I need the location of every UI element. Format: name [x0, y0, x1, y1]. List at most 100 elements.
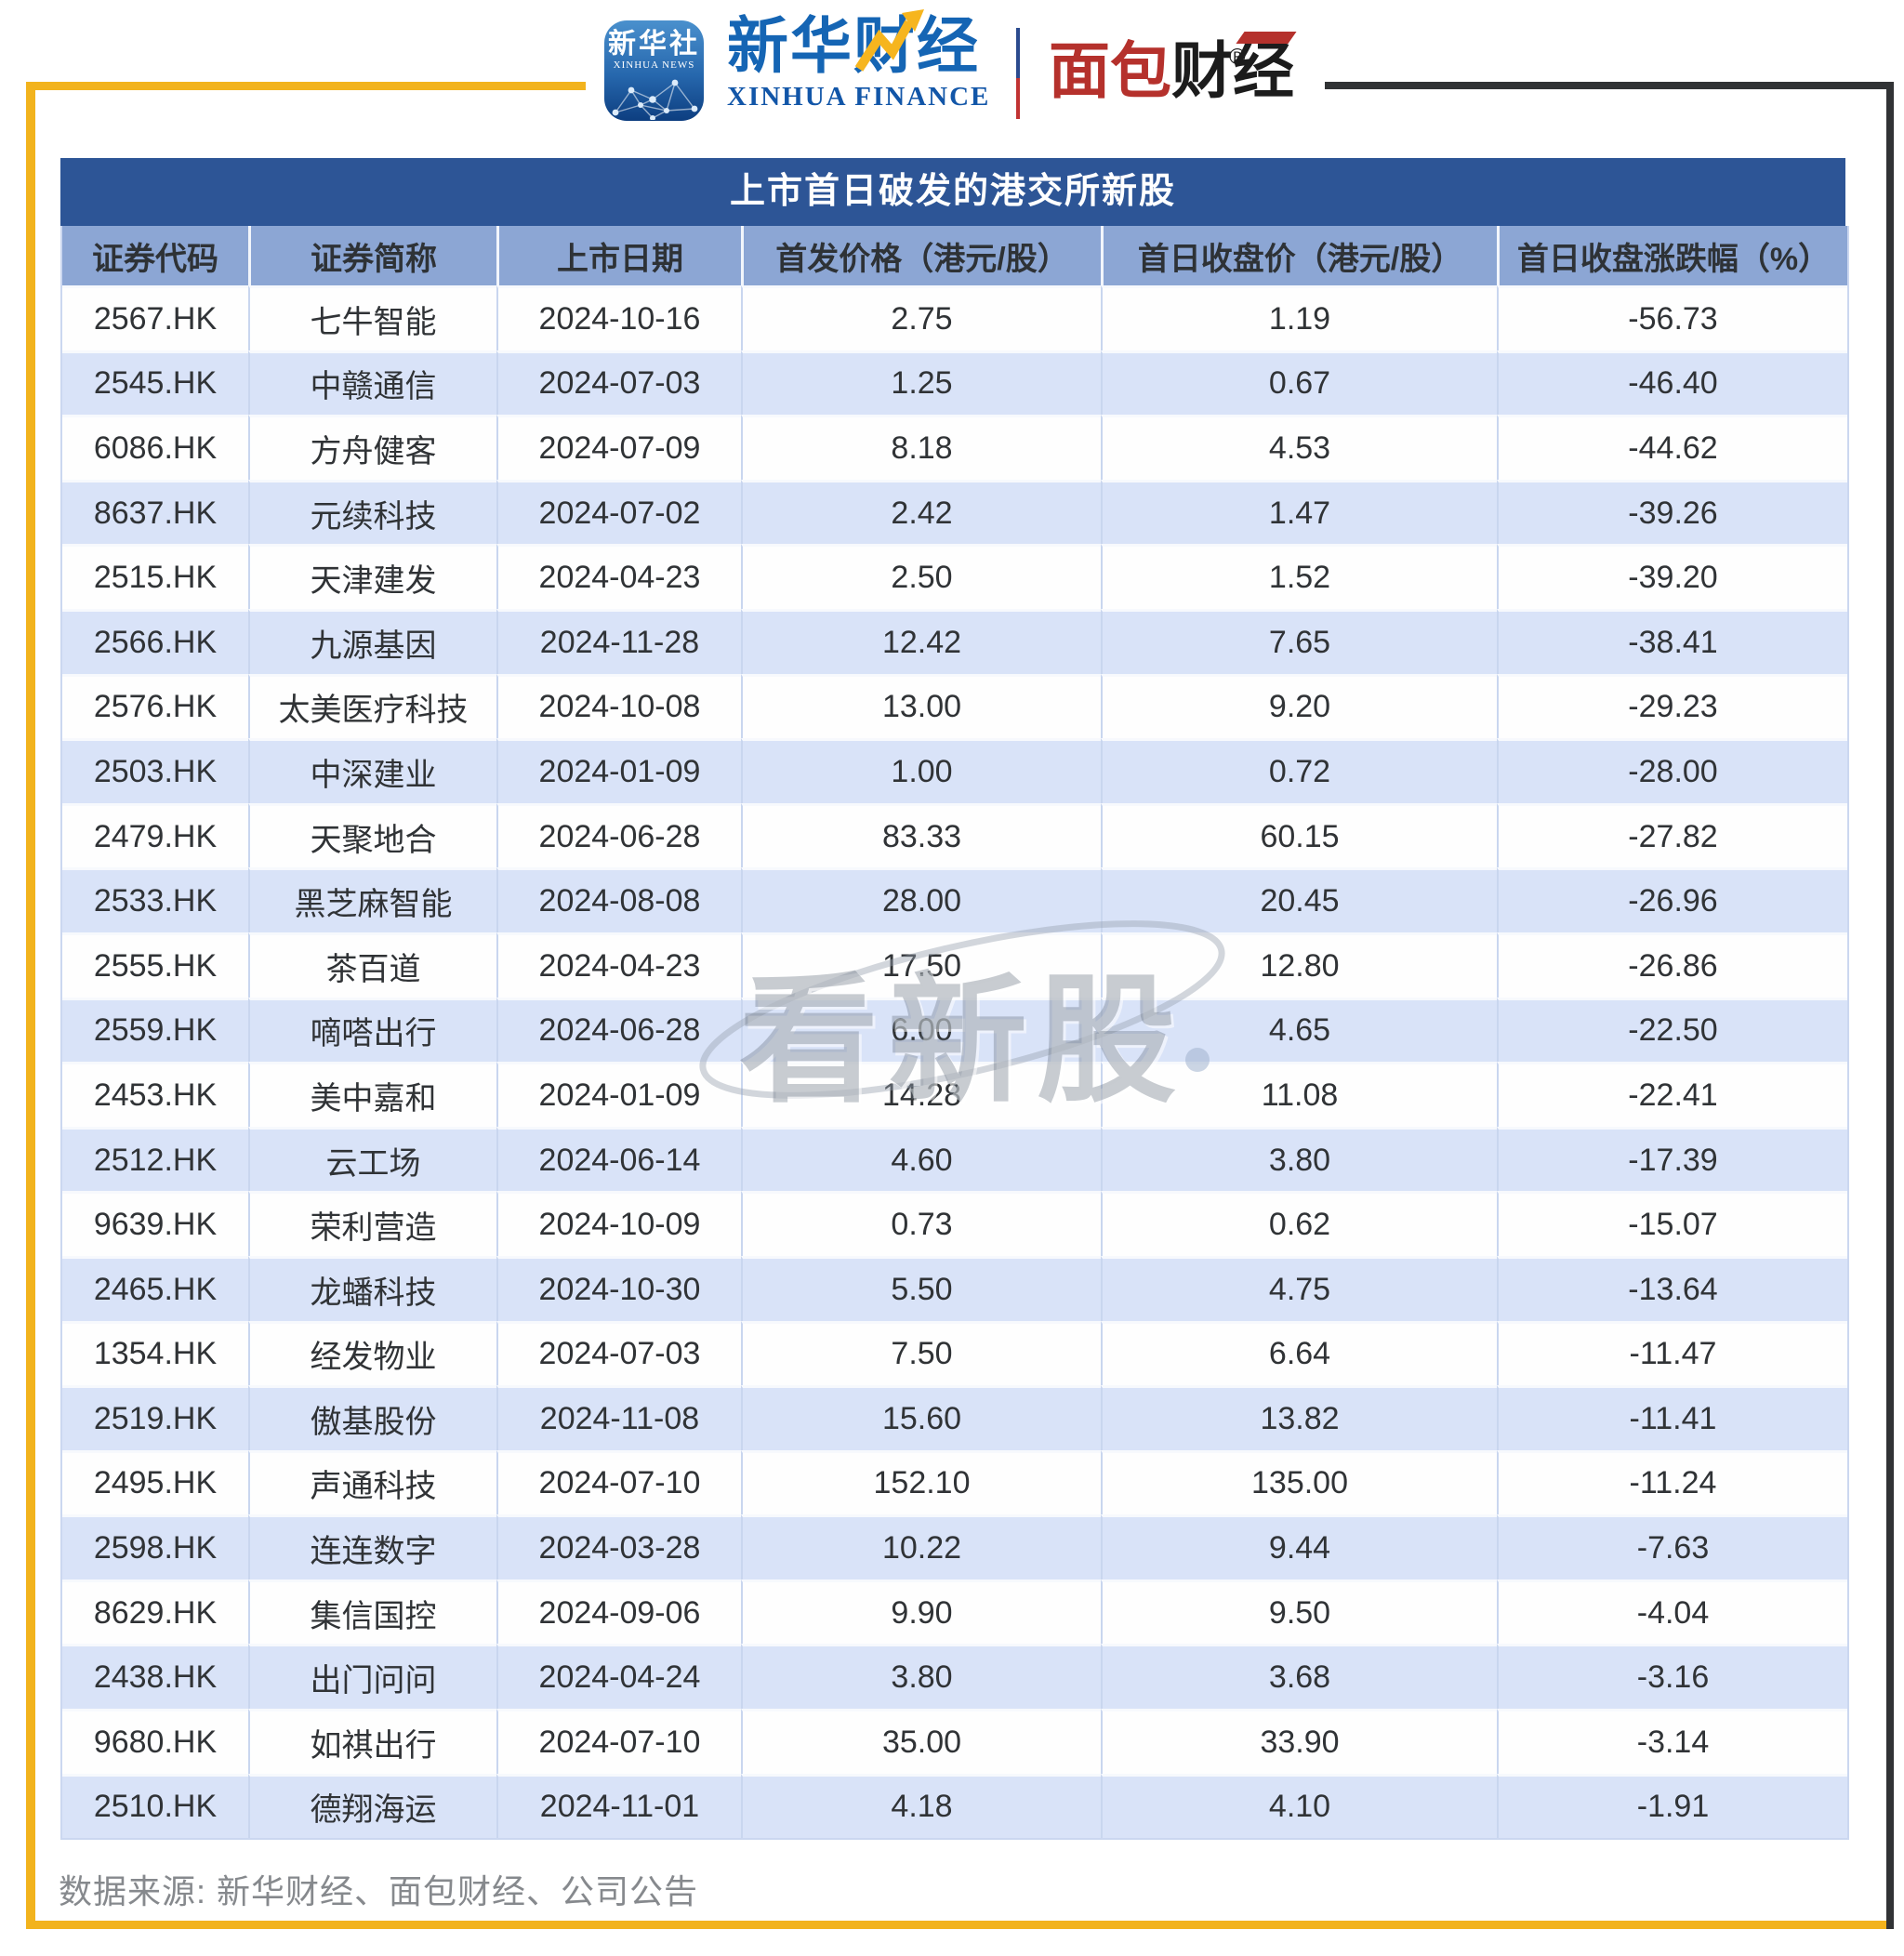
cell-change: -26.86	[1497, 932, 1847, 998]
cell-close-price: 60.15	[1101, 802, 1497, 868]
column-header: 首日收盘涨跌幅（%）	[1497, 226, 1847, 285]
cell-ipo-price: 1.25	[741, 350, 1101, 416]
frame-top-right-line	[1325, 82, 1894, 89]
table-row: 2515.HK 天津建发 2024-04-23 2.50 1.52 -39.20	[62, 544, 1847, 609]
cell-date: 2024-07-03	[496, 1320, 741, 1386]
table-row: 2519.HK 傲基股份 2024-11-08 15.60 13.82 -11.41	[62, 1385, 1847, 1450]
cell-code: 8629.HK	[62, 1579, 248, 1645]
cell-ipo-price: 12.42	[741, 608, 1101, 674]
cell-code: 2453.HK	[62, 1062, 248, 1127]
table-row: 6086.HK 方舟健客 2024-07-09 8.18 4.53 -44.62	[62, 415, 1847, 480]
cell-ipo-price: 2.75	[741, 285, 1101, 350]
cell-ipo-price: 5.50	[741, 1255, 1101, 1321]
xinhua-finance-en-text: XINHUA FINANCE	[727, 82, 991, 112]
cell-change: -46.40	[1497, 350, 1847, 416]
table-header-row: 证券代码 证券简称 上市日期 首发价格（港元/股） 首日收盘价（港元/股） 首日收盘涨跌幅…	[62, 226, 1847, 285]
cell-change: -44.62	[1497, 415, 1847, 480]
column-header: 首日收盘价（港元/股）	[1101, 226, 1497, 285]
cell-date: 2024-04-23	[496, 932, 741, 998]
cell-code: 8637.HK	[62, 479, 248, 545]
cell-close-price: 13.82	[1101, 1385, 1497, 1450]
cell-ipo-price: 2.50	[741, 544, 1101, 609]
cell-date: 2024-01-09	[496, 738, 741, 803]
cell-date: 2024-04-23	[496, 544, 741, 609]
cell-code: 2566.HK	[62, 608, 248, 674]
frame-left-line	[26, 82, 35, 1929]
cell-date: 2024-11-01	[496, 1773, 741, 1839]
cell-date: 2024-10-09	[496, 1191, 741, 1256]
ipo-data-table: 证券代码 证券简称 上市日期 首发价格（港元/股） 首日收盘价（港元/股） 首日收盘涨跌幅…	[60, 226, 1849, 1841]
cell-name: 美中嘉和	[248, 1062, 496, 1127]
cell-close-price: 1.52	[1101, 544, 1497, 609]
frame-right-line	[1886, 82, 1894, 1929]
cell-close-price: 7.65	[1101, 608, 1497, 674]
xinhua-finance-cn-text: 新华财经	[727, 11, 980, 80]
cell-code: 2512.HK	[62, 1126, 248, 1192]
cell-date: 2024-07-02	[496, 479, 741, 545]
cell-code: 2555.HK	[62, 932, 248, 998]
cell-change: -3.14	[1497, 1709, 1847, 1774]
cell-ipo-price: 15.60	[741, 1385, 1101, 1450]
cell-close-price: 4.65	[1101, 997, 1497, 1063]
cell-ipo-price: 2.42	[741, 479, 1101, 545]
table-title: 上市首日破发的港交所新股	[60, 158, 1845, 226]
cell-date: 2024-08-08	[496, 867, 741, 932]
cell-ipo-price: 3.80	[741, 1644, 1101, 1710]
table-row: 2559.HK 嘀嗒出行 2024-06-28 6.00 4.65 -22.50	[62, 997, 1847, 1063]
cell-ipo-price: 6.00	[741, 997, 1101, 1063]
column-header: 上市日期	[496, 226, 741, 285]
cell-ipo-price: 8.18	[741, 415, 1101, 480]
cell-name: 太美医疗科技	[248, 673, 496, 739]
table-row: 2453.HK 美中嘉和 2024-01-09 14.28 11.08 -22.41	[62, 1062, 1847, 1127]
cell-change: -15.07	[1497, 1191, 1847, 1256]
cell-code: 2519.HK	[62, 1385, 248, 1450]
cell-code: 2515.HK	[62, 544, 248, 609]
cell-name: 元续科技	[248, 479, 496, 545]
cell-ipo-price: 0.73	[741, 1191, 1101, 1256]
table-row: 2533.HK 黑芝麻智能 2024-08-08 28.00 20.45 -26.96	[62, 867, 1847, 932]
table-row: 2576.HK 太美医疗科技 2024-10-08 13.00 9.20 -29.23	[62, 673, 1847, 739]
mianbao-logo-red-text: 面包	[1049, 36, 1171, 105]
cell-name: 方舟健客	[248, 415, 496, 480]
cell-name: 傲基股份	[248, 1385, 496, 1450]
xinhua-finance-logo: 新华财经 XINHUA FINANCE	[727, 9, 997, 112]
mianbao-finance-logo: 面包财经 ®	[1049, 32, 1297, 108]
table-row: 8637.HK 元续科技 2024-07-02 2.42 1.47 -39.26	[62, 479, 1847, 545]
cell-name: 德翔海运	[248, 1773, 496, 1839]
cell-name: 经发物业	[248, 1320, 496, 1386]
cell-change: -13.64	[1497, 1255, 1847, 1321]
cell-name: 云工场	[248, 1126, 496, 1192]
xinhua-news-icon-label: 新华社	[608, 29, 700, 59]
table-row: 2510.HK 德翔海运 2024-11-01 4.18 4.10 -1.91	[62, 1773, 1847, 1839]
cell-close-price: 6.64	[1101, 1320, 1497, 1386]
cell-change: -4.04	[1497, 1579, 1847, 1645]
cell-code: 2533.HK	[62, 867, 248, 932]
table-row: 2567.HK 七牛智能 2024-10-16 2.75 1.19 -56.73	[62, 285, 1847, 350]
cell-change: -22.50	[1497, 997, 1847, 1063]
cell-close-price: 0.72	[1101, 738, 1497, 803]
cell-code: 6086.HK	[62, 415, 248, 480]
cell-ipo-price: 1.00	[741, 738, 1101, 803]
table-row: 2438.HK 出门问问 2024-04-24 3.80 3.68 -3.16	[62, 1644, 1847, 1710]
cell-name: 龙蟠科技	[248, 1255, 496, 1321]
frame-top-left-line	[26, 82, 586, 90]
cell-close-price: 33.90	[1101, 1709, 1497, 1774]
cell-ipo-price: 9.90	[741, 1579, 1101, 1645]
cell-date: 2024-04-24	[496, 1644, 741, 1710]
table-row: 2479.HK 天聚地合 2024-06-28 83.33 60.15 -27.82	[62, 802, 1847, 868]
cell-close-price: 9.50	[1101, 1579, 1497, 1645]
cell-close-price: 1.47	[1101, 479, 1497, 545]
table-row: 2545.HK 中赣通信 2024-07-03 1.25 0.67 -46.40	[62, 350, 1847, 416]
cell-name: 连连数字	[248, 1514, 496, 1579]
cell-close-price: 3.68	[1101, 1644, 1497, 1710]
cell-date: 2024-07-03	[496, 350, 741, 416]
cell-code: 2503.HK	[62, 738, 248, 803]
cell-ipo-price: 17.50	[741, 932, 1101, 998]
mianbao-logo-black-text: 财经	[1171, 36, 1294, 105]
cell-date: 2024-10-30	[496, 1255, 741, 1321]
cell-change: -11.47	[1497, 1320, 1847, 1386]
cell-close-price: 9.44	[1101, 1514, 1497, 1579]
cell-name: 中赣通信	[248, 350, 496, 416]
cell-code: 2438.HK	[62, 1644, 248, 1709]
cell-close-price: 4.10	[1101, 1773, 1497, 1839]
